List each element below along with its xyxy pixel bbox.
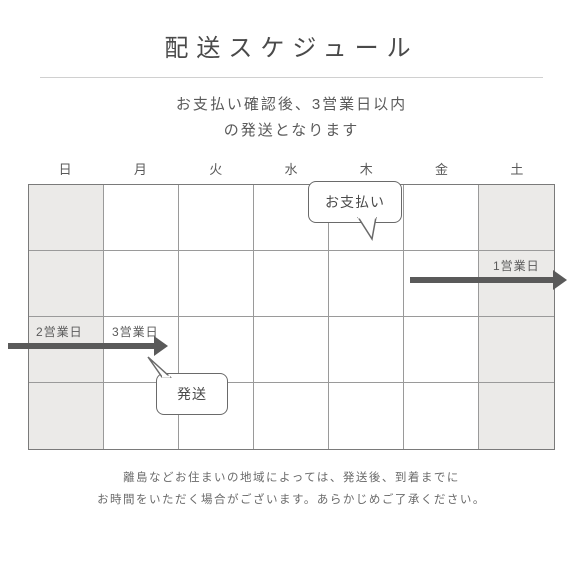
footer-line1: 離島などお住まいの地域によっては、発送後、到着までに <box>123 472 460 484</box>
calendar-cell <box>254 317 329 383</box>
calendar-cell <box>104 317 179 383</box>
calendar-cell <box>404 251 479 317</box>
day-headers: 日 月 火 水 木 金 土 <box>28 153 555 184</box>
calendar-cell <box>254 383 329 449</box>
day-sun: 日 <box>28 159 103 178</box>
calendar-cell <box>254 185 329 251</box>
calendar-cell <box>329 251 404 317</box>
calendar-cell <box>404 185 479 251</box>
divider <box>40 77 543 78</box>
calendar-cell <box>329 383 404 449</box>
calendar-cell <box>179 185 254 251</box>
calendar-cell <box>479 383 554 449</box>
day-sat: 土 <box>480 159 555 178</box>
calendar-cell <box>404 317 479 383</box>
calendar-cell <box>254 251 329 317</box>
day-thu: 木 <box>329 159 404 178</box>
calendar-container: 日 月 火 水 木 金 土 お支払い 1営業日 2営業日 3営業日 発送 <box>28 153 555 450</box>
calendar-cell <box>479 317 554 383</box>
calendar-cell <box>29 383 104 449</box>
calendar-cell <box>179 317 254 383</box>
subtitle-line1: お支払い確認後、3営業日以内 <box>176 96 407 113</box>
day-fri: 金 <box>404 159 479 178</box>
calendar-cell <box>104 185 179 251</box>
day-mon: 月 <box>103 159 178 178</box>
calendar-cell <box>329 185 404 251</box>
calendar-cell <box>29 317 104 383</box>
footer-note: 離島などお住まいの地域によっては、発送後、到着までに お時間をいただく場合がござ… <box>0 450 583 512</box>
calendar-grid <box>28 184 555 450</box>
day-tue: 火 <box>179 159 254 178</box>
calendar-cell <box>479 185 554 251</box>
footer-line2: お時間をいただく場合がございます。あらかじめご了承ください。 <box>97 494 486 506</box>
subtitle-line2: の発送となります <box>224 122 360 139</box>
day-wed: 水 <box>254 159 329 178</box>
page-title: 配送スケジュール <box>0 0 583 77</box>
subtitle: お支払い確認後、3営業日以内 の発送となります <box>0 92 583 153</box>
calendar-cell <box>404 383 479 449</box>
calendar-cell <box>329 317 404 383</box>
calendar-cell <box>104 251 179 317</box>
calendar-cell <box>29 185 104 251</box>
calendar-cell <box>104 383 179 449</box>
calendar-cell <box>479 251 554 317</box>
calendar-cell <box>179 383 254 449</box>
calendar-cell <box>29 251 104 317</box>
calendar-cell <box>179 251 254 317</box>
